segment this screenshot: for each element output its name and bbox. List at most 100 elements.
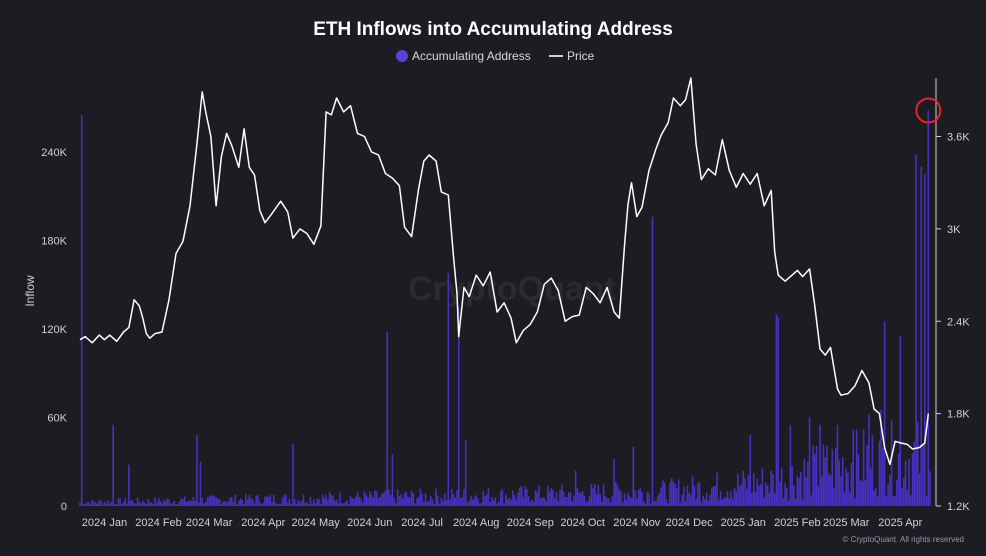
inflow-bar xyxy=(468,501,470,506)
x-tick-label: 2025 Apr xyxy=(878,517,922,529)
inflow-bar xyxy=(185,502,188,506)
inflow-bar xyxy=(756,478,758,506)
inflow-bar xyxy=(691,476,694,506)
inflow-bar xyxy=(852,429,854,506)
inflow-bar xyxy=(768,492,771,506)
inflow-bar xyxy=(517,492,519,506)
inflow-bar xyxy=(211,495,214,506)
left-tick-label: 240K xyxy=(41,147,67,159)
inflow-bar xyxy=(416,498,418,506)
inflow-bar xyxy=(311,503,313,506)
inflow-bar xyxy=(766,485,769,506)
inflow-bar xyxy=(892,496,895,506)
inflow-bar xyxy=(578,492,580,506)
inflow-bar xyxy=(327,499,329,506)
inflow-bar xyxy=(515,499,518,506)
inflow-bar xyxy=(512,490,514,506)
inflow-bar xyxy=(635,498,638,506)
inflow-bar xyxy=(241,500,244,506)
inflow-bar xyxy=(135,503,137,506)
inflow-bar xyxy=(400,494,402,506)
inflow-bar xyxy=(342,503,345,506)
inflow-bar xyxy=(463,489,465,506)
inflow-bar xyxy=(194,500,196,506)
inflow-bar xyxy=(412,492,415,506)
inflow-bar xyxy=(899,336,902,506)
inflow-bar xyxy=(86,502,88,506)
inflow-bar xyxy=(201,497,203,506)
inflow-bar xyxy=(351,498,354,506)
inflow-bar xyxy=(611,495,614,506)
inflow-bar xyxy=(519,487,521,506)
inflow-bar xyxy=(642,501,645,506)
inflow-bar xyxy=(82,504,85,506)
inflow-bar xyxy=(730,491,732,506)
inflow-bar xyxy=(183,496,186,506)
inflow-bar xyxy=(733,488,736,506)
price-line xyxy=(79,77,930,466)
inflow-bar xyxy=(857,454,860,506)
inflow-bar xyxy=(267,497,270,506)
inflow-bar xyxy=(238,500,240,506)
inflow-bar xyxy=(840,476,842,506)
inflow-bar xyxy=(225,502,228,506)
inflow-bar xyxy=(850,462,853,506)
inflow-bar xyxy=(566,496,568,506)
inflow-bar xyxy=(353,499,355,506)
inflow-bar xyxy=(306,502,308,506)
inflow-bar xyxy=(705,492,708,506)
inflow-bar xyxy=(793,485,795,506)
inflow-bar xyxy=(615,481,617,506)
inflow-bar xyxy=(581,490,584,506)
inflow-bar xyxy=(782,498,785,506)
right-tick-label: 1.8K xyxy=(947,409,970,421)
inflow-bar xyxy=(536,492,539,506)
inflow-bar xyxy=(386,331,388,506)
inflow-bar xyxy=(868,414,870,506)
inflow-bar xyxy=(274,502,277,506)
inflow-bar xyxy=(272,494,275,506)
inflow-bar xyxy=(236,504,238,506)
inflow-bar xyxy=(875,487,877,506)
inflow-bar xyxy=(290,503,292,506)
inflow-bar xyxy=(873,490,875,506)
inflow-bar xyxy=(723,497,725,506)
inflow-bar xyxy=(754,492,757,506)
inflow-bar xyxy=(119,498,121,506)
inflow-bar xyxy=(740,483,743,506)
left-tick-label: 180K xyxy=(41,235,67,247)
inflow-bar xyxy=(670,478,673,506)
inflow-bar xyxy=(786,488,788,506)
inflow-bar xyxy=(283,494,285,506)
inflow-bar xyxy=(627,492,629,506)
inflow-bar xyxy=(854,498,856,506)
inflow-bar xyxy=(897,453,900,506)
inflow-bar xyxy=(655,501,657,506)
inflow-bar xyxy=(257,494,259,506)
inflow-bar xyxy=(880,410,882,506)
inflow-bar xyxy=(346,500,348,506)
left-y-ticks: 0 60K 120K 180K 240K xyxy=(41,147,67,513)
inflow-bar xyxy=(569,492,572,506)
inflow-bar xyxy=(506,498,509,506)
inflow-bar xyxy=(136,497,139,506)
inflow-bar xyxy=(175,504,177,506)
inflow-bar xyxy=(361,502,364,506)
inflow-bar xyxy=(707,500,710,506)
inflow-bar xyxy=(548,491,551,506)
inflow-bar xyxy=(735,491,738,506)
inflow-bar xyxy=(641,492,643,506)
right-tick-label: 1.2K xyxy=(947,501,970,513)
inflow-bar xyxy=(639,488,642,506)
inflow-bar xyxy=(419,488,422,506)
inflow-bar xyxy=(87,502,90,506)
x-tick-label: 2024 Jul xyxy=(401,517,443,529)
inflow-bar xyxy=(796,475,799,506)
inflow-bar xyxy=(574,470,577,506)
inflow-bar xyxy=(131,500,134,506)
inflow-bar xyxy=(403,492,406,506)
inflow-bar xyxy=(304,502,306,506)
x-tick-label: 2024 Jan xyxy=(82,517,127,529)
inflow-bar xyxy=(522,496,525,506)
inflow-bar xyxy=(927,110,930,506)
